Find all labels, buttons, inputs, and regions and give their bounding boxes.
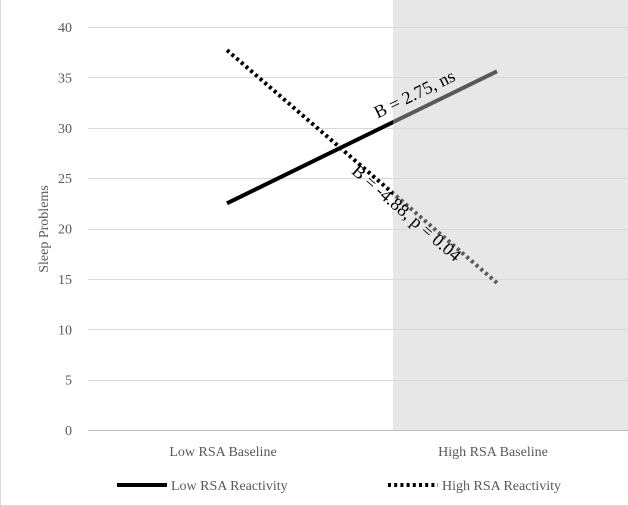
y-tick-label: 25 [58,172,72,187]
series-line-1-highlight [393,69,498,125]
y-tick-label: 30 [58,122,72,137]
y-tick-labels: 0 5 10 15 20 25 30 35 40 [58,21,72,439]
y-tick-label: 10 [58,323,72,338]
y-tick-label: 20 [58,223,72,238]
legend-label: High RSA Reactivity [442,479,561,494]
gridlines [88,27,628,431]
y-axis-title: Sleep Problems [37,185,52,273]
y-tick-label: 5 [65,374,72,389]
y-tick-label: 35 [58,71,72,86]
y-tick-label: 15 [58,273,72,288]
x-tick-labels: Low RSA Baseline High RSA Baseline [169,445,548,460]
y-tick-label: 0 [65,424,72,439]
highlight-region [393,0,628,430]
y-tick-label: 40 [58,21,72,36]
series-group [225,48,499,285]
x-tick-label: Low RSA Baseline [169,445,276,460]
legend-label: Low RSA Reactivity [171,479,288,494]
series-line-1 [226,119,393,206]
x-tick-label: High RSA Baseline [438,445,548,460]
legend: Low RSA Reactivity High RSA Reactivity [117,479,561,494]
